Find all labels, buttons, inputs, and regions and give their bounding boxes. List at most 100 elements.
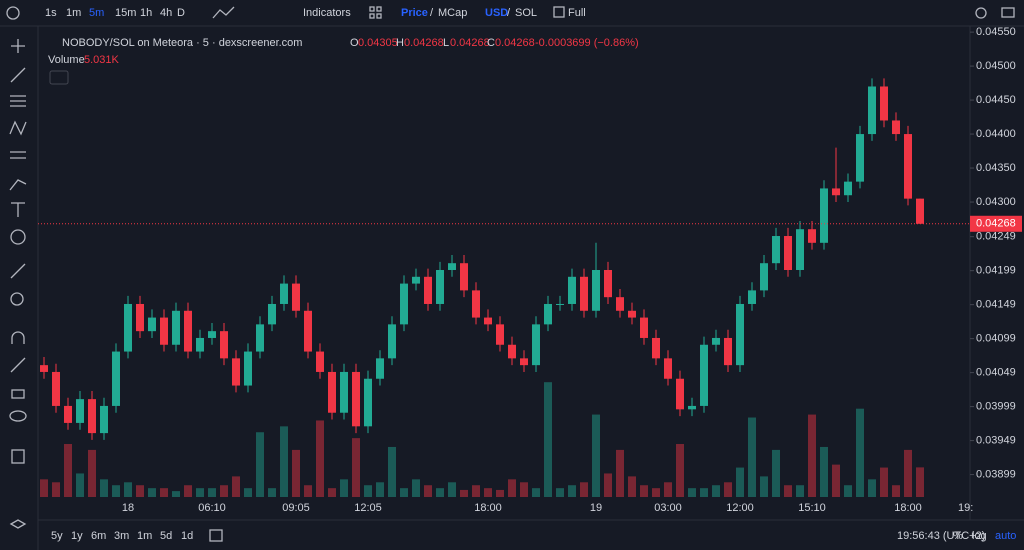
brush-tool[interactable] (9, 179, 27, 191)
zoom-tool[interactable] (10, 292, 24, 306)
indicators-button[interactable]: Indicators (303, 7, 351, 19)
candle-body (784, 236, 792, 270)
sol-toggle[interactable]: SOL (515, 7, 537, 19)
candle-body (232, 358, 240, 386)
candle-body (148, 317, 156, 332)
volume-bar (436, 488, 444, 497)
trend-line-tool[interactable] (10, 67, 26, 83)
candle-body (40, 365, 48, 372)
collapse-button[interactable] (49, 70, 69, 85)
volume-bar (268, 488, 276, 497)
interval-button[interactable]: D (177, 7, 185, 19)
templates-icon[interactable] (376, 6, 382, 12)
x-tick-label: 19 (590, 502, 602, 514)
volume-bar (352, 438, 360, 497)
candle-body (664, 358, 672, 379)
volume-bar (472, 485, 480, 497)
separator: / (430, 7, 434, 19)
candle-body (892, 120, 900, 135)
candle-body (448, 263, 456, 270)
y-tick-label: 0.04149 (976, 299, 1016, 311)
candle-body (88, 399, 96, 434)
x-tick-label: 18:00 (474, 502, 502, 514)
volume-bar (232, 476, 240, 497)
settings-icon[interactable] (975, 7, 987, 19)
candle-body (256, 324, 264, 352)
templates-icon[interactable] (369, 13, 375, 19)
price-toggle[interactable]: Price (401, 7, 428, 19)
interval-button[interactable]: 5m (89, 7, 104, 19)
volume-bar (784, 485, 792, 497)
candle-body (244, 351, 252, 386)
goto-date-icon[interactable] (209, 529, 223, 542)
mcap-toggle[interactable]: MCap (438, 7, 467, 19)
candle-body (760, 263, 768, 291)
volume-bar (640, 485, 648, 497)
range-button[interactable]: 3m (114, 530, 129, 542)
volume-bar (160, 488, 168, 497)
interval-button[interactable]: 15m (115, 7, 136, 19)
range-button[interactable]: 1m (137, 530, 152, 542)
volume-label: Volume (48, 54, 85, 66)
interval-button[interactable]: 1s (45, 7, 57, 19)
crosshair-tool[interactable] (11, 39, 25, 53)
candle-body (484, 317, 492, 325)
candle-body (52, 371, 60, 406)
interval-button[interactable]: 1m (66, 7, 81, 19)
candle-body (688, 405, 696, 410)
volume-bar (328, 488, 336, 497)
volume-bar (280, 426, 288, 497)
candle-body (856, 134, 864, 182)
candle-body (508, 344, 516, 359)
interval-button[interactable]: 1h (140, 7, 152, 19)
usd-toggle[interactable]: USD (485, 7, 508, 19)
interval-button[interactable]: 4h (160, 7, 172, 19)
x-tick-label: 06:10 (198, 502, 226, 514)
drawing-mode-tool[interactable] (10, 357, 26, 373)
candle-body (724, 337, 732, 366)
range-button[interactable]: 5y (51, 530, 63, 542)
lock-tool[interactable] (11, 389, 25, 399)
templates-icon[interactable] (376, 13, 382, 19)
screenshot-icon[interactable] (1001, 7, 1015, 18)
log-toggle[interactable]: log (972, 530, 987, 542)
volume-bar (760, 476, 768, 497)
volume-bar (40, 479, 48, 497)
fullscreen-button[interactable]: Full (568, 7, 586, 19)
legend-change: -0.0003699 (−0.86%) (535, 37, 639, 49)
fib-tool[interactable] (10, 95, 26, 107)
auto-toggle[interactable]: auto (995, 530, 1016, 542)
range-button[interactable]: 6m (91, 530, 106, 542)
range-button[interactable]: 5d (160, 530, 172, 542)
candle-body (352, 371, 360, 427)
volume-bar (136, 485, 144, 497)
percent-toggle[interactable]: % (953, 530, 963, 542)
y-tick-label: 0.04099 (976, 333, 1016, 345)
candle-body (472, 290, 480, 318)
volume-bar (448, 482, 456, 497)
volume-bar (544, 382, 552, 497)
prediction-tool[interactable] (10, 151, 26, 159)
chart-type-icon[interactable] (212, 6, 235, 19)
volume-bar (880, 467, 888, 497)
range-button[interactable]: 1y (71, 530, 83, 542)
volume-bar (652, 488, 660, 497)
object-tree-icon[interactable] (9, 519, 27, 529)
range-button[interactable]: 1d (181, 530, 193, 542)
pattern-tool[interactable] (9, 120, 27, 136)
fullscreen-icon[interactable] (553, 6, 565, 18)
volume-value: 5.031K (84, 54, 120, 66)
measure-tool[interactable] (10, 263, 26, 279)
remove-tool[interactable] (11, 449, 25, 464)
volume-bar (112, 485, 120, 497)
templates-icon[interactable] (369, 6, 375, 12)
hide-tool[interactable] (9, 410, 27, 422)
candle-body (316, 351, 324, 372)
add-symbol-icon[interactable] (6, 6, 20, 20)
candle-body (280, 283, 288, 304)
volume-bar (340, 479, 348, 497)
y-tick-label: 0.03899 (976, 468, 1016, 480)
emoji-tool[interactable] (10, 229, 26, 245)
text-tool[interactable] (11, 202, 25, 217)
magnet-tool[interactable] (11, 331, 25, 344)
